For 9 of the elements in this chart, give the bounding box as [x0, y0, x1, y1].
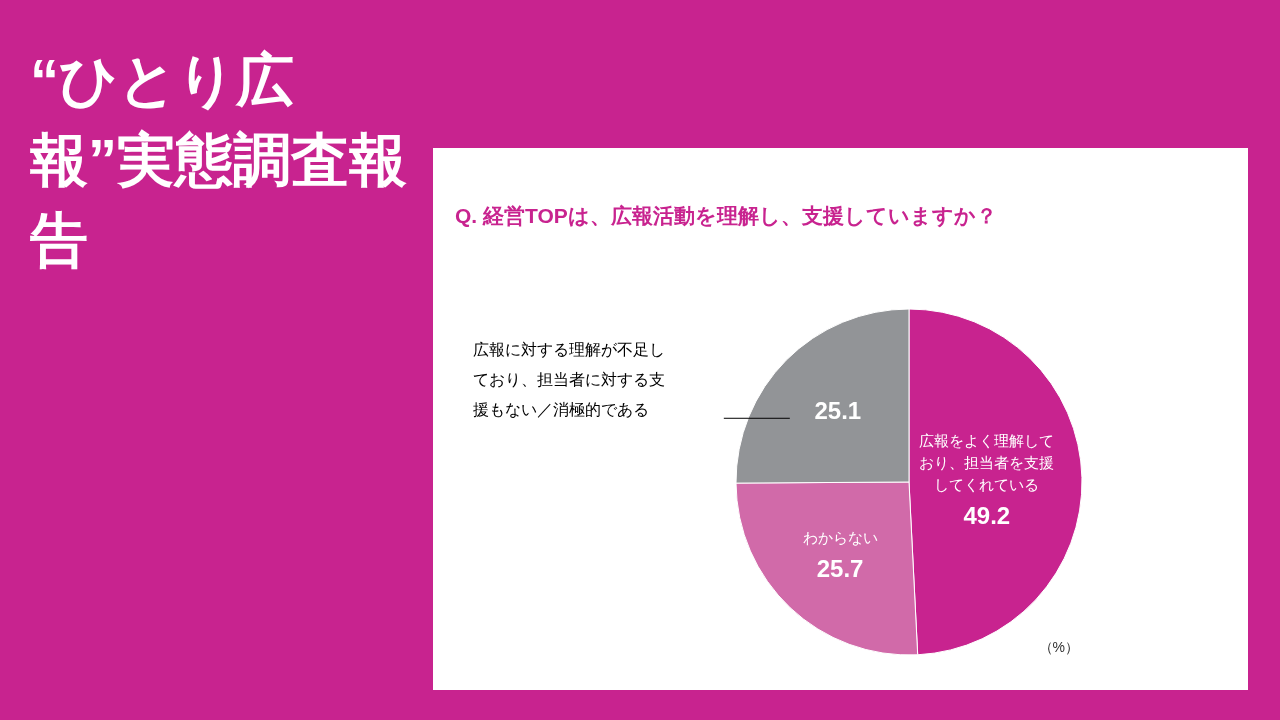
data-label: 25.7: [816, 554, 864, 582]
slice-label: 広報に対する理解が不足しており、担当者に対する支援もない／消極的である: [473, 341, 665, 419]
chart-title: “ひとり広報”実態調査報告: [30, 46, 408, 274]
chart-subtitle: Q. 経営TOPは、広報活動を理解し、支援していますか？: [455, 204, 997, 228]
data-label: 25.1: [814, 397, 862, 425]
data-label: 49.2: [963, 502, 1011, 530]
slice-label: わからない: [802, 528, 878, 546]
text: （%）: [1038, 639, 1079, 655]
slice-label: 広報をよく理解しており、担当者を支援してくれている: [919, 432, 1055, 494]
